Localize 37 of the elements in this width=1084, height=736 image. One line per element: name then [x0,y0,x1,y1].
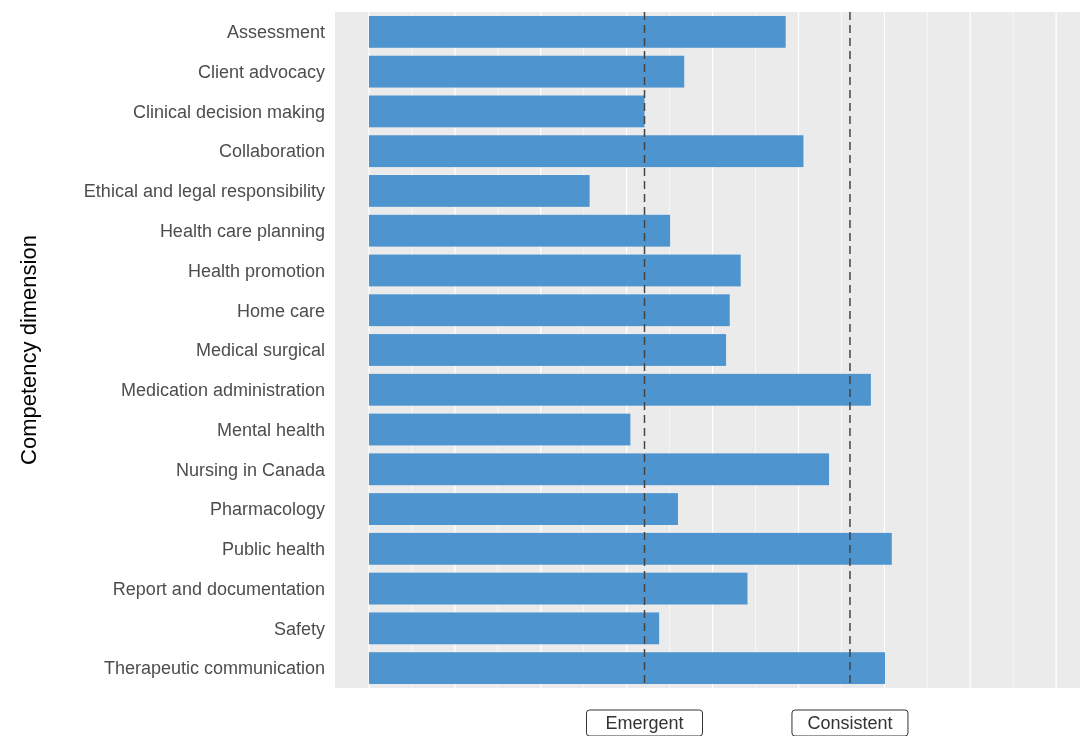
bar [368,572,748,605]
y-tick-label: Nursing in Canada [175,459,326,480]
y-axis-title: Competency dimension [16,235,41,465]
bar [368,175,590,207]
bar [368,55,685,88]
ref-line-label: Consistent [807,713,893,733]
y-tick-label: Client advocacy [197,61,325,82]
y-tick-label: Medical surgical [195,340,325,361]
y-tick-label: Mental health [216,419,325,440]
y-tick-label: Therapeutic communication [103,658,325,679]
y-tick-label: Pharmacology [209,499,325,520]
bar [368,453,830,486]
bar [368,532,892,565]
bar [368,214,671,247]
bar [368,135,804,168]
bar [368,612,660,645]
y-tick-label: Report and documentation [112,578,325,599]
y-tick-label: Ethical and legal responsibility [83,181,325,202]
bar [368,95,645,128]
y-tick-label: Home care [236,300,325,321]
y-tick-label: Health care planning [159,221,325,242]
bar [368,413,631,446]
y-tick-label: Medication administration [120,380,325,401]
bar [368,652,885,685]
y-tick-label: Clinical decision making [132,101,325,122]
y-tick-label: Assessment [226,22,325,43]
bar [368,294,730,327]
y-tick-label: Health promotion [187,260,325,281]
y-tick-label: Public health [221,539,325,560]
bar [368,254,741,287]
y-tick-label: Safety [273,618,325,639]
bar [368,334,727,366]
y-tick-label: Collaboration [218,141,325,162]
bar [368,493,678,525]
bar [368,373,871,406]
ref-line-label: Emergent [605,713,684,733]
bar [368,15,786,48]
